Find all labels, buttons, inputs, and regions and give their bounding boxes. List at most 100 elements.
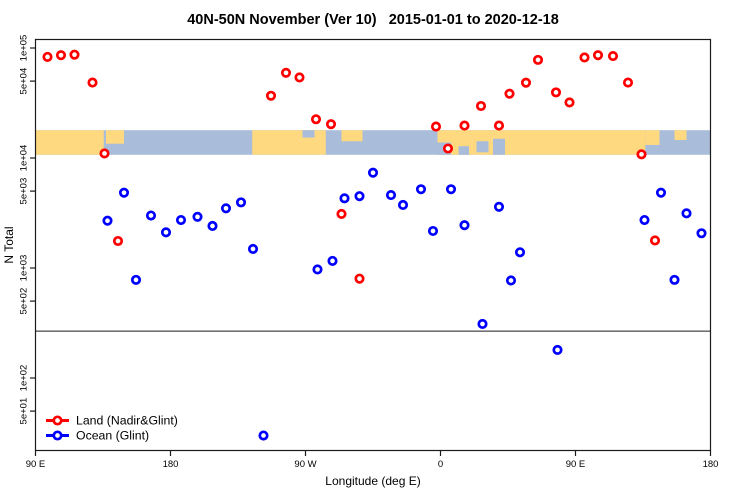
data-point-land bbox=[504, 88, 515, 99]
strip-sea-patch bbox=[476, 141, 489, 153]
data-point-land bbox=[354, 273, 365, 284]
data-point-ocean bbox=[207, 220, 218, 232]
data-point-land bbox=[579, 52, 590, 63]
data-point-ocean bbox=[655, 187, 667, 198]
data-point-land bbox=[442, 143, 454, 154]
data-point-ocean bbox=[514, 247, 526, 258]
data-point-land bbox=[336, 208, 347, 220]
data-point-ocean bbox=[258, 430, 269, 441]
y-tick-label: 1e+04 bbox=[19, 145, 30, 172]
x-axis-label: Longitude (deg E) bbox=[325, 474, 420, 488]
chart-title: 40N-50N November (Ver 10) 2015-01-01 to … bbox=[187, 12, 559, 28]
data-point-ocean bbox=[639, 214, 650, 226]
data-point-ocean bbox=[220, 203, 232, 214]
reference-lines bbox=[34, 38, 712, 452]
strip-sea-patch bbox=[302, 130, 315, 138]
data-point-ocean bbox=[118, 187, 130, 198]
data-point-land bbox=[294, 72, 305, 83]
data-point-land bbox=[55, 50, 67, 61]
data-point-land bbox=[607, 50, 619, 62]
data-point-ocean bbox=[696, 228, 707, 239]
strip-land-segment bbox=[35, 130, 104, 155]
y-tick-label: 5e+03 bbox=[19, 178, 30, 205]
data-point-ocean bbox=[385, 190, 397, 201]
map-strip bbox=[35, 130, 711, 155]
data-point-ocean bbox=[505, 275, 517, 286]
data-point-ocean bbox=[427, 225, 439, 237]
x-tick-label: 180 bbox=[703, 459, 719, 470]
data-point-ocean bbox=[247, 243, 259, 254]
y-tick-label: 1e+05 bbox=[19, 35, 30, 62]
data-point-ocean bbox=[160, 227, 172, 238]
data-point-ocean bbox=[130, 274, 142, 285]
data-point-land bbox=[430, 121, 442, 132]
data-point-ocean bbox=[354, 191, 365, 202]
data-point-ocean bbox=[459, 220, 470, 231]
data-point-land bbox=[310, 114, 322, 125]
data-point-ocean bbox=[235, 197, 247, 208]
data-point-ocean bbox=[145, 210, 157, 221]
y-axis-label: N Total bbox=[2, 226, 16, 263]
x-tick-label: 0 bbox=[438, 459, 443, 470]
data-point-ocean bbox=[312, 264, 323, 275]
data-point-ocean bbox=[397, 199, 409, 211]
y-tick-label: 5e+02 bbox=[19, 288, 30, 315]
data-point-land bbox=[649, 235, 661, 246]
data-point-land bbox=[280, 67, 292, 78]
strip-land-segment bbox=[106, 130, 124, 144]
data-point-land bbox=[69, 49, 80, 60]
data-point-ocean bbox=[102, 215, 113, 226]
data-point-ocean bbox=[681, 208, 692, 219]
data-point-land bbox=[520, 77, 532, 88]
data-point-ocean bbox=[477, 318, 488, 330]
data-point-ocean bbox=[552, 344, 563, 355]
y-tick-label: 5e+04 bbox=[19, 68, 30, 95]
strip-land-segment bbox=[252, 130, 326, 155]
data-point-land bbox=[532, 54, 544, 65]
y-tick-label: 1e+03 bbox=[19, 255, 30, 282]
data-point-land bbox=[475, 100, 487, 112]
data-point-ocean bbox=[367, 167, 379, 178]
data-point-land bbox=[87, 77, 98, 88]
data-point-ocean bbox=[493, 201, 505, 212]
strip-land-segment bbox=[437, 130, 646, 155]
strip-sea-patch bbox=[493, 138, 505, 155]
y-tick-label: 1e+02 bbox=[19, 365, 30, 392]
axis-ticks: 1e+05 5e+04 1e+04 5e+03 1e+03 5e+02 1e+02 5e+01… bbox=[19, 35, 719, 470]
legend-item-label: Ocean (Glint) bbox=[76, 429, 149, 443]
data-point-land bbox=[325, 119, 337, 130]
data-point-ocean bbox=[445, 184, 457, 195]
data-point-land bbox=[459, 120, 470, 131]
plot-box bbox=[34, 38, 712, 452]
legend: Land (Nadir&Glint)Ocean (Glint) bbox=[46, 414, 178, 443]
x-tick-label: 180 bbox=[163, 459, 179, 470]
data-point-land bbox=[42, 51, 53, 62]
legend-item-label: Land (Nadir&Glint) bbox=[76, 414, 178, 428]
data-point-land bbox=[112, 235, 124, 247]
data-point-ocean bbox=[415, 184, 427, 195]
y-tick-label: 5e+01 bbox=[19, 398, 30, 425]
data-point-land bbox=[622, 77, 634, 88]
data-point-ocean bbox=[192, 211, 203, 222]
strip-land-segment bbox=[341, 130, 363, 142]
x-tick-label: 90 W bbox=[294, 459, 316, 470]
data-point-ocean bbox=[327, 255, 338, 266]
data-point-land bbox=[550, 87, 562, 98]
legend-point-marker bbox=[52, 430, 63, 441]
data-point-land bbox=[592, 50, 604, 61]
data-point-ocean bbox=[669, 274, 680, 285]
strip-land-segment bbox=[674, 130, 687, 141]
x-tick-label: 90 E bbox=[566, 459, 586, 470]
data-point-land bbox=[493, 120, 505, 131]
data-point-land bbox=[636, 149, 647, 160]
strip-land-segment bbox=[645, 130, 660, 145]
strip-sea-patch bbox=[458, 146, 469, 155]
x-tick-label: 90 E bbox=[26, 459, 46, 470]
data-point-land bbox=[265, 90, 277, 101]
data-point-ocean bbox=[175, 214, 187, 226]
legend-point-marker bbox=[52, 415, 63, 426]
data-points bbox=[42, 49, 707, 441]
data-point-land bbox=[564, 97, 575, 108]
